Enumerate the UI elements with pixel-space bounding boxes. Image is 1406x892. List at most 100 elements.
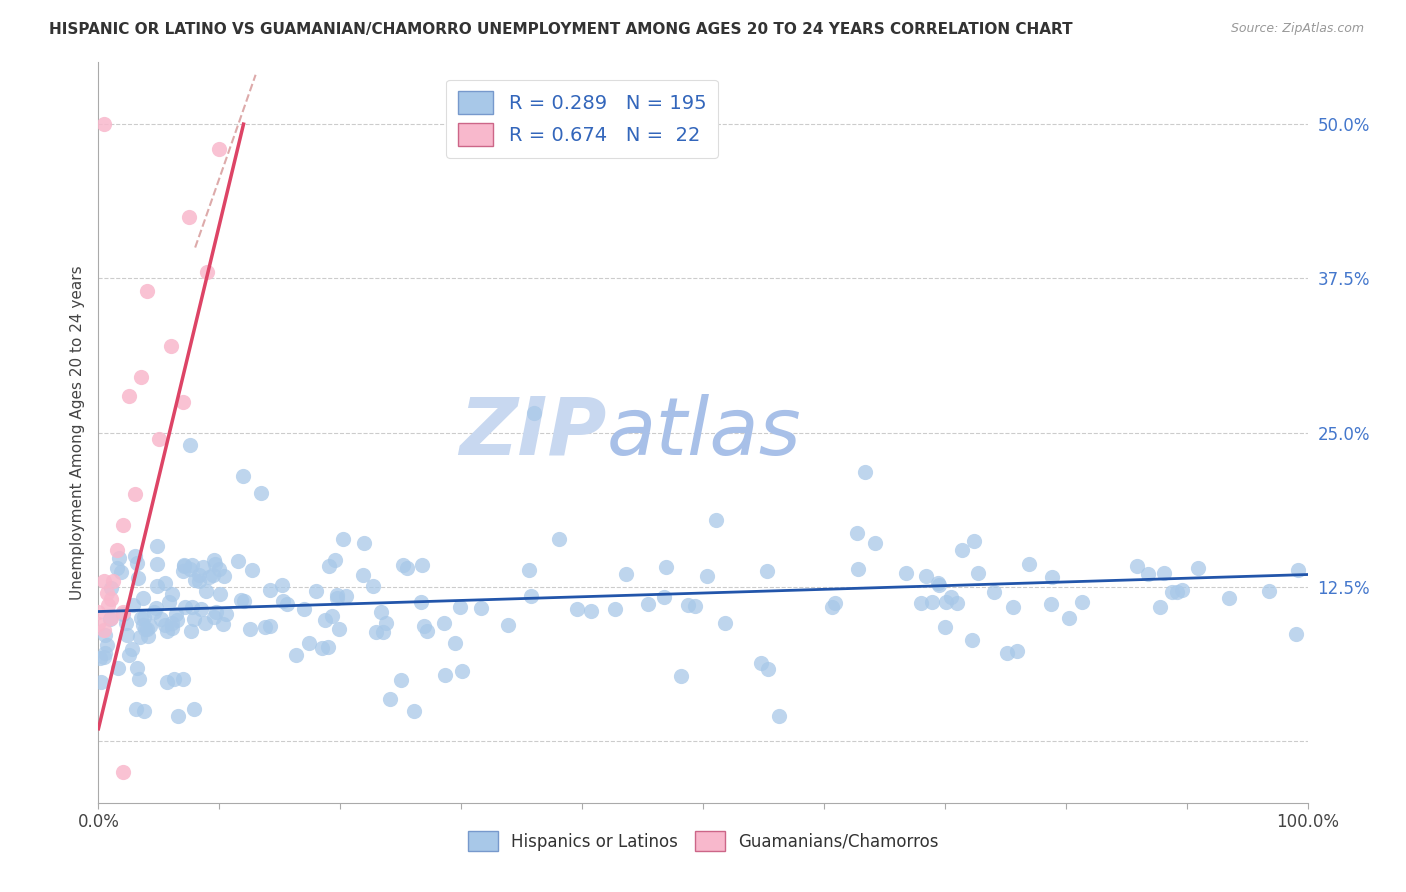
Point [183,574,205,588]
Point [94,646,117,660]
Point [768,709,790,723]
Point [292,602,315,616]
Point [129,630,152,644]
Point [910,596,932,610]
Point [443,636,465,650]
Point [1002,599,1025,614]
Point [470,601,492,615]
Point [128,672,150,686]
Point [180,624,202,638]
Point [614,566,637,581]
Point [655,560,678,574]
Point [202,553,225,567]
Point [326,588,349,602]
Point [173,558,195,573]
Point [183,611,205,625]
Point [960,632,983,647]
Point [100,581,122,595]
Point [160,586,183,600]
Point [1018,557,1040,571]
Point [863,536,886,550]
Point [250,486,273,500]
Point [1005,644,1028,658]
Point [389,673,412,687]
Point [215,607,238,622]
Point [328,622,350,636]
Point [1153,566,1175,580]
Point [352,568,374,582]
Point [132,704,155,718]
Point [232,469,254,483]
Point [194,583,217,598]
Point [364,625,387,640]
Point [202,610,225,624]
Point [1070,595,1092,609]
Point [321,609,343,624]
Point [194,615,217,630]
Point [669,669,692,683]
Point [187,568,209,582]
Point [1286,564,1309,578]
Point [1040,570,1063,584]
Point [122,599,145,613]
Point [179,438,201,452]
Point [361,579,384,593]
Point [565,602,588,616]
Point [496,618,519,632]
Point [155,624,177,638]
Point [105,542,128,557]
Point [820,600,842,615]
Text: ZIP: ZIP [458,393,606,472]
Point [98,612,121,626]
Point [129,611,152,625]
Point [380,691,402,706]
Point [202,568,225,582]
Point [93,650,115,665]
Point [370,605,392,619]
Point [195,265,218,279]
Point [145,539,167,553]
Point [1137,567,1160,582]
Point [392,558,415,573]
Point [1059,611,1081,625]
Point [208,587,231,601]
Point [704,512,727,526]
Point [111,764,134,779]
Point [90,674,112,689]
Point [254,620,277,634]
Point [1257,584,1279,599]
Point [127,571,149,585]
Point [89,651,111,665]
Point [1040,597,1063,611]
Point [139,619,162,633]
Point [107,661,129,675]
Point [232,594,254,608]
Point [208,142,231,156]
Point [148,432,170,446]
Point [226,554,249,568]
Point [967,566,990,581]
Point [523,406,546,420]
Point [118,648,141,663]
Point [134,609,156,624]
Point [271,594,294,608]
Text: Source: ZipAtlas.com: Source: ZipAtlas.com [1230,22,1364,36]
Point [921,595,943,609]
Point [94,628,117,642]
Point [304,584,326,599]
Point [187,574,209,589]
Point [205,606,228,620]
Point [181,558,204,572]
Point [163,672,186,686]
Point [581,604,603,618]
Point [135,284,157,298]
Point [963,534,986,549]
Point [451,664,474,678]
Point [298,636,321,650]
Point [93,117,115,131]
Point [323,553,346,567]
Point [172,673,194,687]
Point [97,599,120,613]
Point [404,704,426,718]
Point [411,558,433,572]
